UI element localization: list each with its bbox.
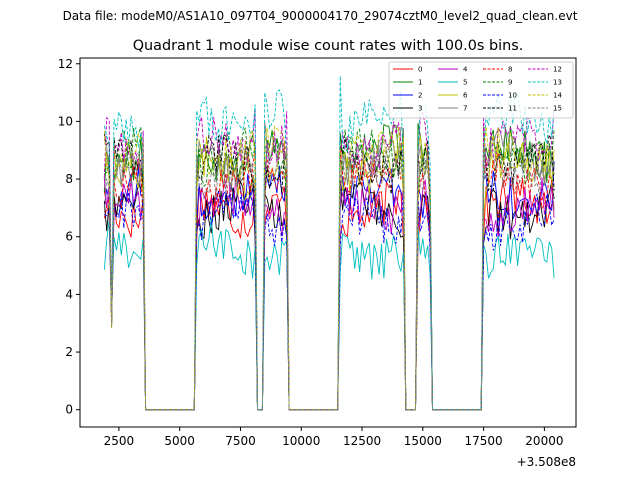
legend-label-14: 14	[553, 92, 562, 100]
series-lines	[103, 76, 555, 411]
x-tick-label: 2500	[104, 434, 135, 448]
legend-label-10: 10	[508, 92, 517, 100]
legend-label-13: 13	[553, 79, 562, 87]
x-axis: 2500 5000 7500 10000 12500 15000 17500 20000	[104, 427, 563, 448]
y-axis: 0 2 4 6 8 10 12	[58, 57, 80, 417]
legend-label-4: 4	[463, 66, 468, 74]
y-tick-label: 4	[65, 287, 73, 301]
x-tick-label: 15000	[404, 434, 442, 448]
x-tick-label: 7500	[225, 434, 256, 448]
plot-frame	[79, 57, 577, 428]
legend-label-6: 6	[463, 92, 468, 100]
legend-label-9: 9	[508, 79, 512, 87]
legend-label-0: 0	[418, 66, 422, 74]
x-offset-label: +3.508e8	[517, 455, 576, 469]
y-tick-label: 0	[65, 403, 73, 417]
x-tick-label: 12500	[343, 434, 381, 448]
legend-label-8: 8	[508, 66, 512, 74]
y-tick-label: 2	[65, 345, 73, 359]
y-tick-label: 12	[58, 57, 73, 71]
x-tick-label: 5000	[164, 434, 195, 448]
legend-label-2: 2	[418, 92, 422, 100]
legend-frame	[388, 61, 574, 119]
legend-label-15: 15	[553, 105, 562, 113]
y-tick-label: 10	[58, 114, 73, 128]
legend-label-7: 7	[463, 105, 467, 113]
y-tick-label: 8	[65, 172, 73, 186]
x-tick-label: 20000	[525, 434, 563, 448]
legend-label-11: 11	[508, 105, 517, 113]
legend-label-12: 12	[553, 66, 562, 74]
chart-title: Quadrant 1 module wise count rates with …	[133, 38, 524, 54]
legend-label-5: 5	[463, 79, 467, 87]
series-line-15	[103, 137, 555, 411]
suptitle: Data file: modeM0/AS1A10_097T04_90000041…	[63, 9, 578, 23]
legend-label-1: 1	[418, 79, 422, 87]
legend-label-3: 3	[418, 105, 422, 113]
x-tick-label: 10000	[282, 434, 320, 448]
y-tick-label: 6	[65, 230, 73, 244]
x-tick-label: 17500	[465, 434, 503, 448]
